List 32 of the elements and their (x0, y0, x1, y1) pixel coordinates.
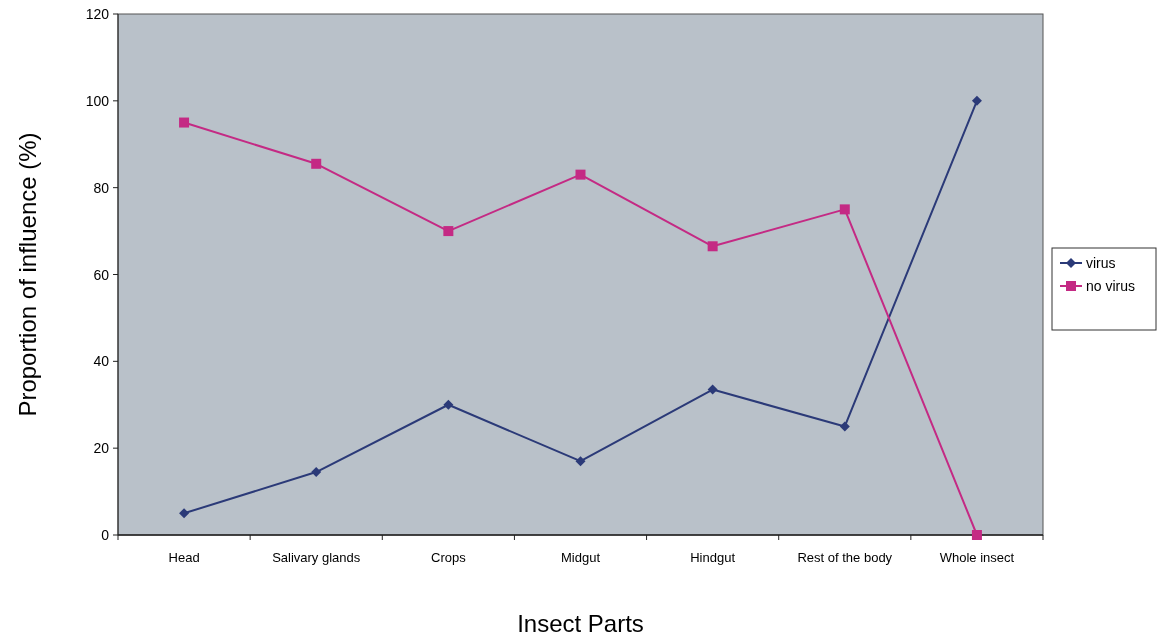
y-tick-label: 80 (93, 179, 110, 196)
y-axis-title: Proportion of influence (%) (14, 132, 41, 417)
legend-label: virus (1086, 255, 1116, 271)
point (575, 169, 586, 180)
point (707, 241, 718, 252)
point (443, 399, 454, 410)
legend-label: no virus (1086, 278, 1136, 294)
point (443, 226, 454, 237)
point (707, 384, 718, 395)
x-tick-label: Hindgut (690, 550, 736, 565)
point (839, 421, 850, 432)
x-tick-label: Head (168, 550, 200, 565)
y-tick-label: 0 (101, 527, 110, 543)
y-tick-label: 20 (93, 440, 110, 457)
x-tick-label: Whole insect (939, 550, 1015, 565)
x-tick-label: Crops (431, 550, 467, 565)
point (839, 204, 850, 215)
point (179, 117, 190, 128)
point (971, 530, 982, 540)
y-tick-label: 100 (85, 92, 110, 109)
y-tick-label: 120 (85, 6, 110, 22)
y-tick-label: 60 (93, 266, 110, 283)
point (311, 158, 322, 169)
point (575, 456, 586, 467)
x-tick-label: Salivary glands (272, 550, 361, 565)
x-tick-label: Rest of the body (797, 550, 893, 565)
x-tick-label: Midgut (560, 550, 601, 565)
point (971, 95, 982, 106)
y-tick-label: 40 (93, 353, 110, 370)
point (311, 467, 322, 478)
x-axis-title: Insect Parts (517, 610, 644, 637)
point (179, 508, 190, 519)
